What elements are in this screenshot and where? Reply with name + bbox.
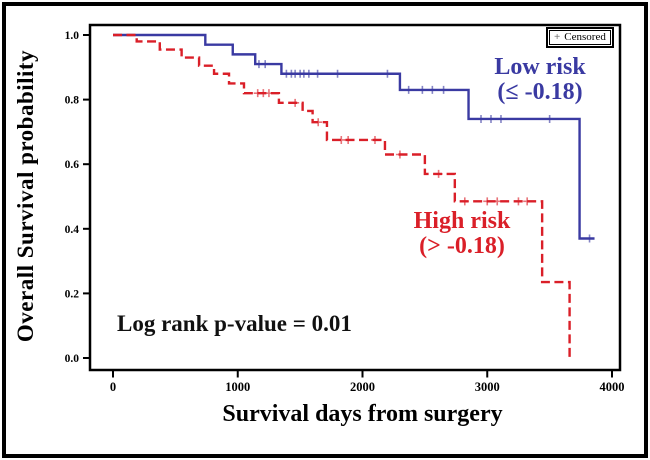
censor-mark bbox=[439, 85, 448, 94]
censor-mark bbox=[460, 197, 469, 206]
censored-legend: + Censored bbox=[546, 27, 614, 48]
y-tick-label: 0.2 bbox=[65, 288, 80, 300]
censor-mark bbox=[523, 197, 532, 206]
censor-mark bbox=[514, 197, 523, 206]
y-tick-label: 0.8 bbox=[65, 95, 80, 107]
censor-mark bbox=[428, 85, 437, 94]
high-risk-group-label: High risk (> -0.18) bbox=[396, 209, 528, 259]
censor-mark bbox=[496, 114, 505, 123]
high-risk-curve bbox=[113, 33, 571, 358]
low-risk-label-line1: Low risk bbox=[494, 54, 586, 80]
censor-mark bbox=[304, 69, 313, 78]
log-rank-annotation: Log rank p-value = 0.01 bbox=[117, 311, 352, 336]
high-risk-label-line2: (> -0.18) bbox=[419, 233, 505, 259]
censor-mark bbox=[344, 135, 353, 144]
censor-mark bbox=[383, 69, 392, 78]
censor-mark bbox=[261, 60, 270, 69]
x-tick-label: 2000 bbox=[350, 380, 375, 394]
censor-mark bbox=[585, 234, 594, 243]
x-tick-label: 1000 bbox=[225, 380, 250, 394]
censor-mark bbox=[313, 69, 322, 78]
x-axis-title: Survival days from surgery bbox=[222, 401, 503, 427]
plot-frame bbox=[88, 23, 622, 372]
censored-legend-label: Censored bbox=[564, 31, 606, 43]
censor-mark bbox=[395, 150, 404, 159]
y-tick-label: 1.0 bbox=[65, 30, 80, 42]
x-tick-label: 3000 bbox=[475, 380, 500, 394]
censored-legend-frame: + Censored bbox=[549, 30, 611, 45]
x-axis-ticks: 0 1000 2000 3000 4000 bbox=[110, 370, 625, 394]
censor-mark bbox=[418, 85, 427, 94]
y-axis-ticks: 1.0 0.8 0.6 0.4 0.2 0.0 bbox=[65, 30, 90, 365]
y-tick-label: 0.0 bbox=[65, 353, 80, 365]
y-axis-title: Overall Survival probability bbox=[13, 49, 38, 343]
censor-mark bbox=[404, 85, 413, 94]
y-tick-label: 0.4 bbox=[65, 224, 80, 236]
censor-mark bbox=[370, 135, 379, 144]
censor-mark bbox=[493, 197, 502, 206]
censor-mark bbox=[486, 114, 495, 123]
low-risk-label-line2: (≤ -0.18) bbox=[497, 79, 583, 105]
high-risk-censor-marks bbox=[253, 89, 532, 206]
censor-mark bbox=[477, 114, 486, 123]
low-risk-censor-marks bbox=[254, 60, 594, 243]
low-risk-group-label: Low risk (≤ -0.18) bbox=[473, 55, 607, 105]
censor-mark bbox=[291, 98, 300, 107]
censor-mark bbox=[264, 89, 273, 98]
censor-mark bbox=[314, 118, 323, 127]
y-tick-label: 0.6 bbox=[65, 159, 80, 171]
x-tick-label: 4000 bbox=[600, 380, 625, 394]
censor-mark bbox=[333, 69, 342, 78]
censor-mark bbox=[434, 169, 443, 178]
censor-mark bbox=[545, 114, 554, 123]
low-risk-curve bbox=[113, 33, 595, 240]
high-risk-label-line1: High risk bbox=[413, 208, 511, 234]
censor-mark bbox=[483, 197, 492, 206]
censor-mark bbox=[337, 135, 346, 144]
plus-icon: + bbox=[554, 31, 561, 43]
x-tick-label: 0 bbox=[110, 380, 116, 394]
